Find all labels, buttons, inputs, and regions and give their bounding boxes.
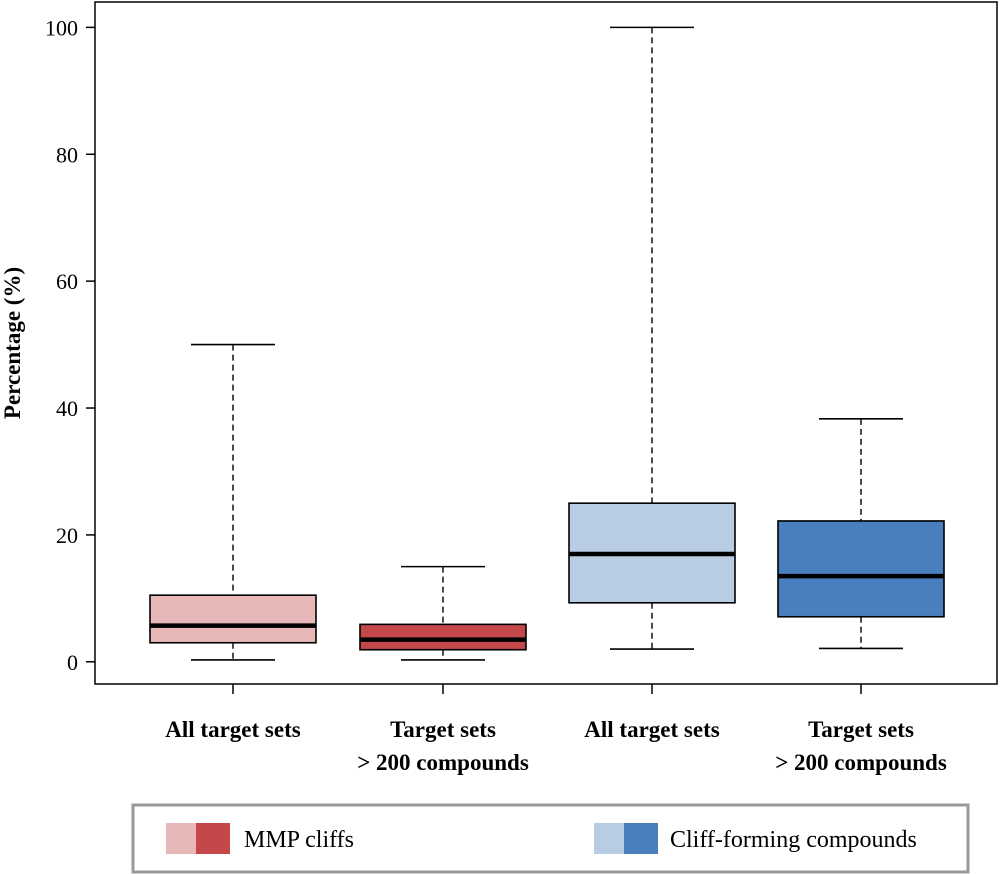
x-tick-label: Target sets [808,717,914,742]
x-tick-label-line2: > 200 compounds [775,750,947,775]
box-1 [149,343,317,661]
x-axis: All target sets Target sets > 200 compound… [165,684,947,775]
legend-swatch-light [166,823,200,854]
box-2 [359,565,527,661]
plot-frame [94,1,998,685]
legend-swatch-dark [624,823,658,854]
iqr-box [149,594,317,644]
boxes [149,26,945,661]
y-tick-label: 20 [56,523,78,548]
y-tick-label: 100 [45,15,78,40]
x-tick-label: All target sets [584,717,719,742]
y-axis: 0 20 40 60 80 100 [45,15,95,675]
y-tick-label: 60 [56,269,78,294]
x-tick-label: Target sets [390,717,496,742]
legend-item-cliff-forming-compounds: Cliff-forming compounds [594,823,917,854]
y-tick-label: 0 [67,650,78,675]
iqr-box [777,520,945,618]
box-3 [568,26,736,650]
iqr-box [359,623,527,651]
legend-item-mmp-cliffs: MMP cliffs [166,823,354,854]
legend-box [131,803,970,874]
box-4 [777,418,945,650]
y-tick-label: 80 [56,142,78,167]
legend-swatch-light [594,823,628,854]
legend-swatch-dark [196,823,230,854]
y-tick-label: 40 [56,396,78,421]
x-tick-label: All target sets [165,717,300,742]
x-tick-label-line2: > 200 compounds [357,750,529,775]
legend-label: Cliff-forming compounds [670,827,917,853]
legend-label: MMP cliffs [244,827,354,853]
y-axis-label: Percentage (%) [0,267,25,419]
